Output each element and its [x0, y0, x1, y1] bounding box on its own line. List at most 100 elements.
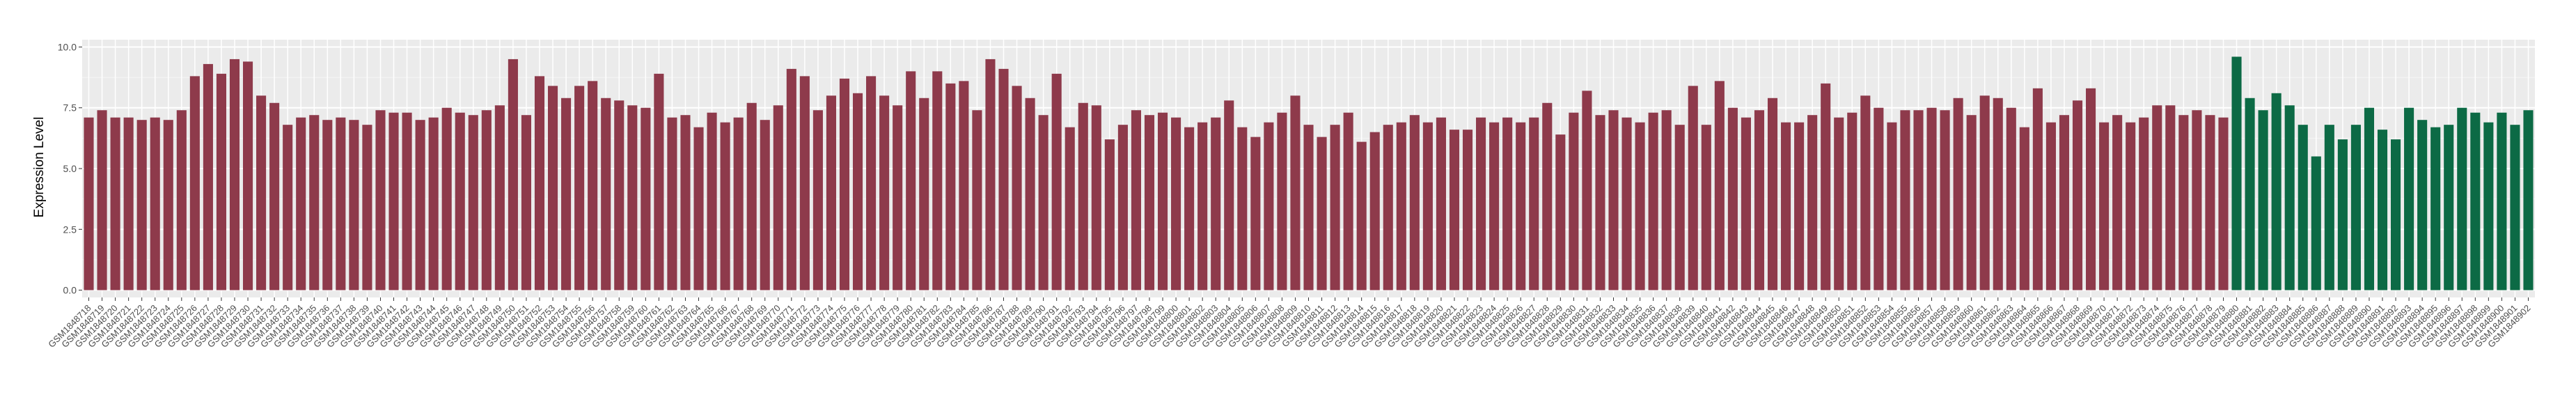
bar: [1582, 91, 1592, 290]
bar: [2510, 125, 2520, 290]
bar: [441, 107, 452, 290]
bar: [1396, 122, 1406, 290]
bar: [680, 115, 691, 290]
bar: [176, 110, 187, 290]
bar: [97, 110, 107, 290]
bar: [1211, 117, 1221, 290]
bar: [2032, 88, 2043, 290]
bar: [627, 105, 638, 290]
bar: [1290, 95, 1301, 290]
bar: [1476, 117, 1486, 290]
bar: [2284, 105, 2295, 290]
bar: [110, 117, 120, 290]
bar: [2483, 122, 2494, 290]
bar: [508, 59, 518, 290]
bar: [1940, 110, 1950, 290]
bar: [746, 102, 757, 290]
bar: [1264, 122, 1274, 290]
bar: [812, 110, 823, 290]
bar: [1555, 134, 1566, 290]
bar: [1343, 112, 1353, 290]
y-tick-label: 0.0: [63, 285, 77, 296]
bar: [852, 93, 863, 290]
bar: [2350, 125, 2361, 290]
bar: [2444, 125, 2454, 290]
bar: [2457, 107, 2467, 290]
bar: [2337, 139, 2348, 290]
bar: [1953, 98, 1963, 290]
bar: [1847, 112, 1858, 290]
bar: [2192, 110, 2202, 290]
bar: [760, 120, 770, 290]
bar: [2165, 105, 2176, 290]
bar: [1781, 122, 1791, 290]
bar: [1701, 125, 1711, 290]
bar: [1741, 117, 1751, 290]
bar: [402, 112, 412, 290]
bar: [375, 110, 386, 290]
bar: [1754, 110, 1765, 290]
bar: [2391, 139, 2401, 290]
bar: [216, 73, 227, 290]
bar: [2324, 125, 2334, 290]
bar: [2523, 110, 2534, 290]
bar: [1767, 98, 1778, 290]
bar: [2019, 127, 2029, 290]
bar: [1913, 110, 1924, 290]
bar: [2126, 122, 2136, 290]
bar: [1449, 130, 1460, 290]
bar: [1926, 107, 1937, 290]
bar: [879, 95, 890, 290]
bar: [1078, 102, 1088, 290]
bar: [641, 107, 651, 290]
bar: [468, 115, 478, 290]
bar: [2099, 122, 2110, 290]
bar: [1184, 127, 1195, 290]
bar: [2497, 112, 2507, 290]
bar: [720, 122, 730, 290]
bar: [1727, 107, 1738, 290]
bar: [1157, 112, 1168, 290]
bar: [1595, 115, 1605, 290]
bar: [1714, 81, 1725, 290]
bar: [1993, 98, 2003, 290]
bar: [1131, 110, 1141, 290]
bar: [242, 61, 253, 290]
bar: [1608, 110, 1619, 290]
bar: [1330, 125, 1340, 290]
bar: [1516, 122, 1526, 290]
bar: [1900, 110, 1910, 290]
bar: [1171, 117, 1181, 290]
y-axis-label: Expression Level: [32, 117, 47, 218]
bar: [945, 83, 956, 290]
bar: [283, 125, 293, 290]
bar: [786, 68, 796, 290]
bar: [2377, 130, 2388, 290]
bar: [693, 127, 704, 290]
bar: [1966, 115, 1977, 290]
y-tick-label: 5.0: [63, 163, 77, 174]
bar: [1224, 100, 1234, 290]
bar: [601, 98, 611, 290]
bar: [1369, 132, 1380, 290]
bar: [203, 63, 213, 290]
bar: [985, 59, 996, 290]
bar: [2245, 98, 2255, 290]
bar: [1648, 112, 1658, 290]
bar: [2298, 125, 2308, 290]
bar: [1250, 137, 1261, 290]
bar: [1674, 125, 1685, 290]
y-tick-label: 2.5: [63, 224, 77, 235]
bar: [1422, 122, 1433, 290]
bar: [362, 125, 372, 290]
bar: [1661, 110, 1672, 290]
bar: [1197, 122, 1208, 290]
bar: [839, 78, 850, 290]
bar: [1409, 115, 1420, 290]
bar: [1436, 117, 1446, 290]
bar: [2112, 115, 2123, 290]
bar: [1860, 95, 1871, 290]
bar: [2231, 56, 2242, 290]
bar: [269, 102, 280, 290]
